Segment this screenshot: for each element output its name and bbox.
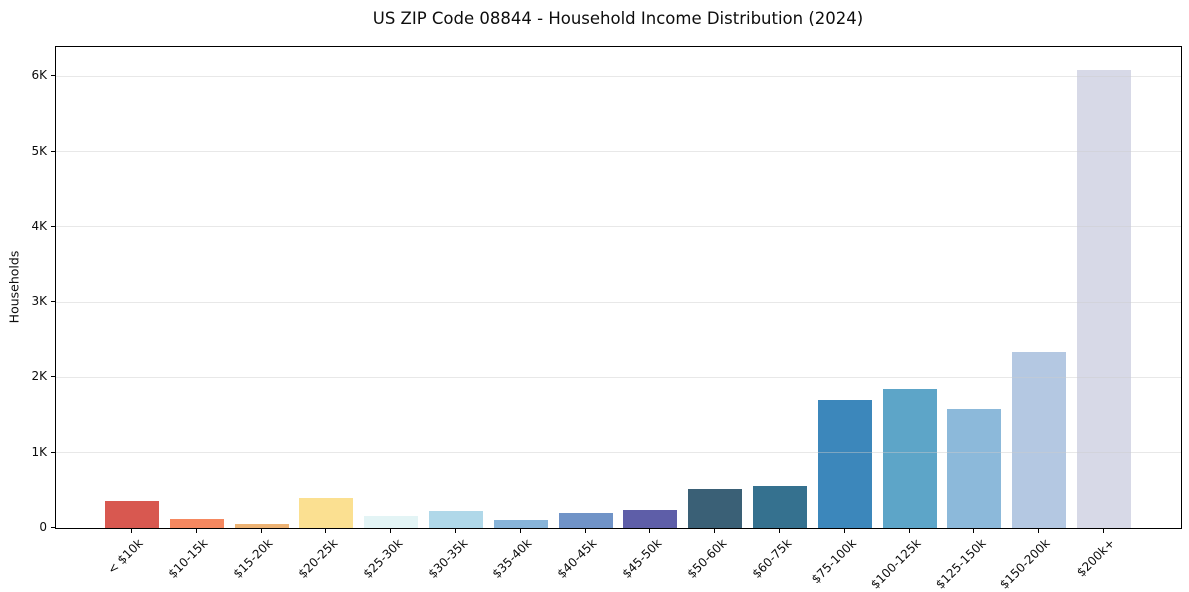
x-tick-mark (455, 529, 456, 533)
x-tick-mark (1038, 529, 1040, 533)
y-tick-mark (51, 225, 55, 227)
bar (105, 501, 159, 528)
y-tick-label: 2K (31, 369, 47, 384)
bar (817, 399, 872, 528)
bar (1012, 352, 1067, 528)
x-tick-mark (843, 529, 845, 533)
x-tick-mark (260, 529, 262, 533)
x-tick-mark (908, 529, 910, 533)
x-tick-mark (390, 529, 392, 533)
y-tick-mark (51, 527, 55, 528)
x-tick-label: $60-75k (749, 536, 794, 581)
chart-title: US ZIP Code 08844 - Household Income Dis… (372, 9, 864, 28)
x-tick-label: $25-30k (360, 536, 406, 581)
x-tick-label: $10-15k (165, 536, 211, 581)
y-tick-label: 0 (39, 520, 47, 534)
y-tick-label: 5K (31, 143, 47, 158)
x-tick-label: < $10k (105, 536, 146, 577)
x-tick-label: $35-40k (489, 536, 535, 581)
x-tick-label: $150-200k (997, 536, 1054, 592)
bar (882, 388, 937, 528)
x-tick-label: $40-45k (554, 536, 600, 581)
x-tick-mark (649, 529, 651, 533)
x-tick-label: $50-60k (684, 536, 730, 581)
bar (753, 485, 807, 528)
x-tick-mark (779, 529, 780, 533)
gridline (56, 151, 1181, 153)
gridline (56, 452, 1181, 454)
x-tick-mark (131, 529, 132, 533)
y-tick-label: 1K (31, 444, 47, 459)
bar (299, 497, 354, 528)
x-tick-mark (973, 529, 975, 533)
bar (493, 520, 548, 528)
bar (558, 512, 613, 528)
gridline (56, 75, 1181, 77)
x-tick-label: $75-100k (808, 536, 859, 587)
x-tick-mark (195, 529, 197, 533)
x-tick-label: $15-20k (230, 536, 276, 581)
y-tick-label: 4K (31, 218, 47, 233)
y-tick-mark (51, 376, 55, 378)
x-tick-label: $200k+ (1074, 536, 1118, 580)
plot-area (55, 46, 1182, 529)
x-tick-mark (325, 529, 327, 533)
bar (429, 510, 483, 528)
bar (1077, 69, 1131, 528)
y-tick-mark (51, 301, 55, 303)
x-tick-mark (519, 529, 521, 533)
x-tick-mark (714, 529, 716, 533)
bar (364, 515, 419, 528)
gridline (56, 301, 1181, 303)
x-tick-label: $30-35k (425, 536, 470, 581)
gridline (56, 376, 1181, 378)
y-tick-label: 6K (31, 68, 47, 83)
y-axis-label: Households (6, 250, 22, 324)
x-tick-label: $45-50k (619, 536, 665, 581)
bar (947, 408, 1002, 528)
bar (169, 518, 224, 528)
bar (623, 509, 678, 528)
bar (234, 524, 289, 528)
x-tick-mark (584, 529, 586, 533)
x-tick-mark (1103, 529, 1104, 533)
y-tick-mark (51, 75, 55, 77)
x-tick-label: $125-150k (932, 536, 989, 592)
bar (688, 488, 743, 528)
x-tick-label: $20-25k (295, 536, 341, 581)
gridline (56, 226, 1181, 228)
y-tick-mark (51, 150, 55, 152)
x-tick-label: $100-125k (867, 536, 924, 592)
y-tick-mark (51, 451, 55, 453)
y-tick-label: 3K (31, 294, 47, 309)
